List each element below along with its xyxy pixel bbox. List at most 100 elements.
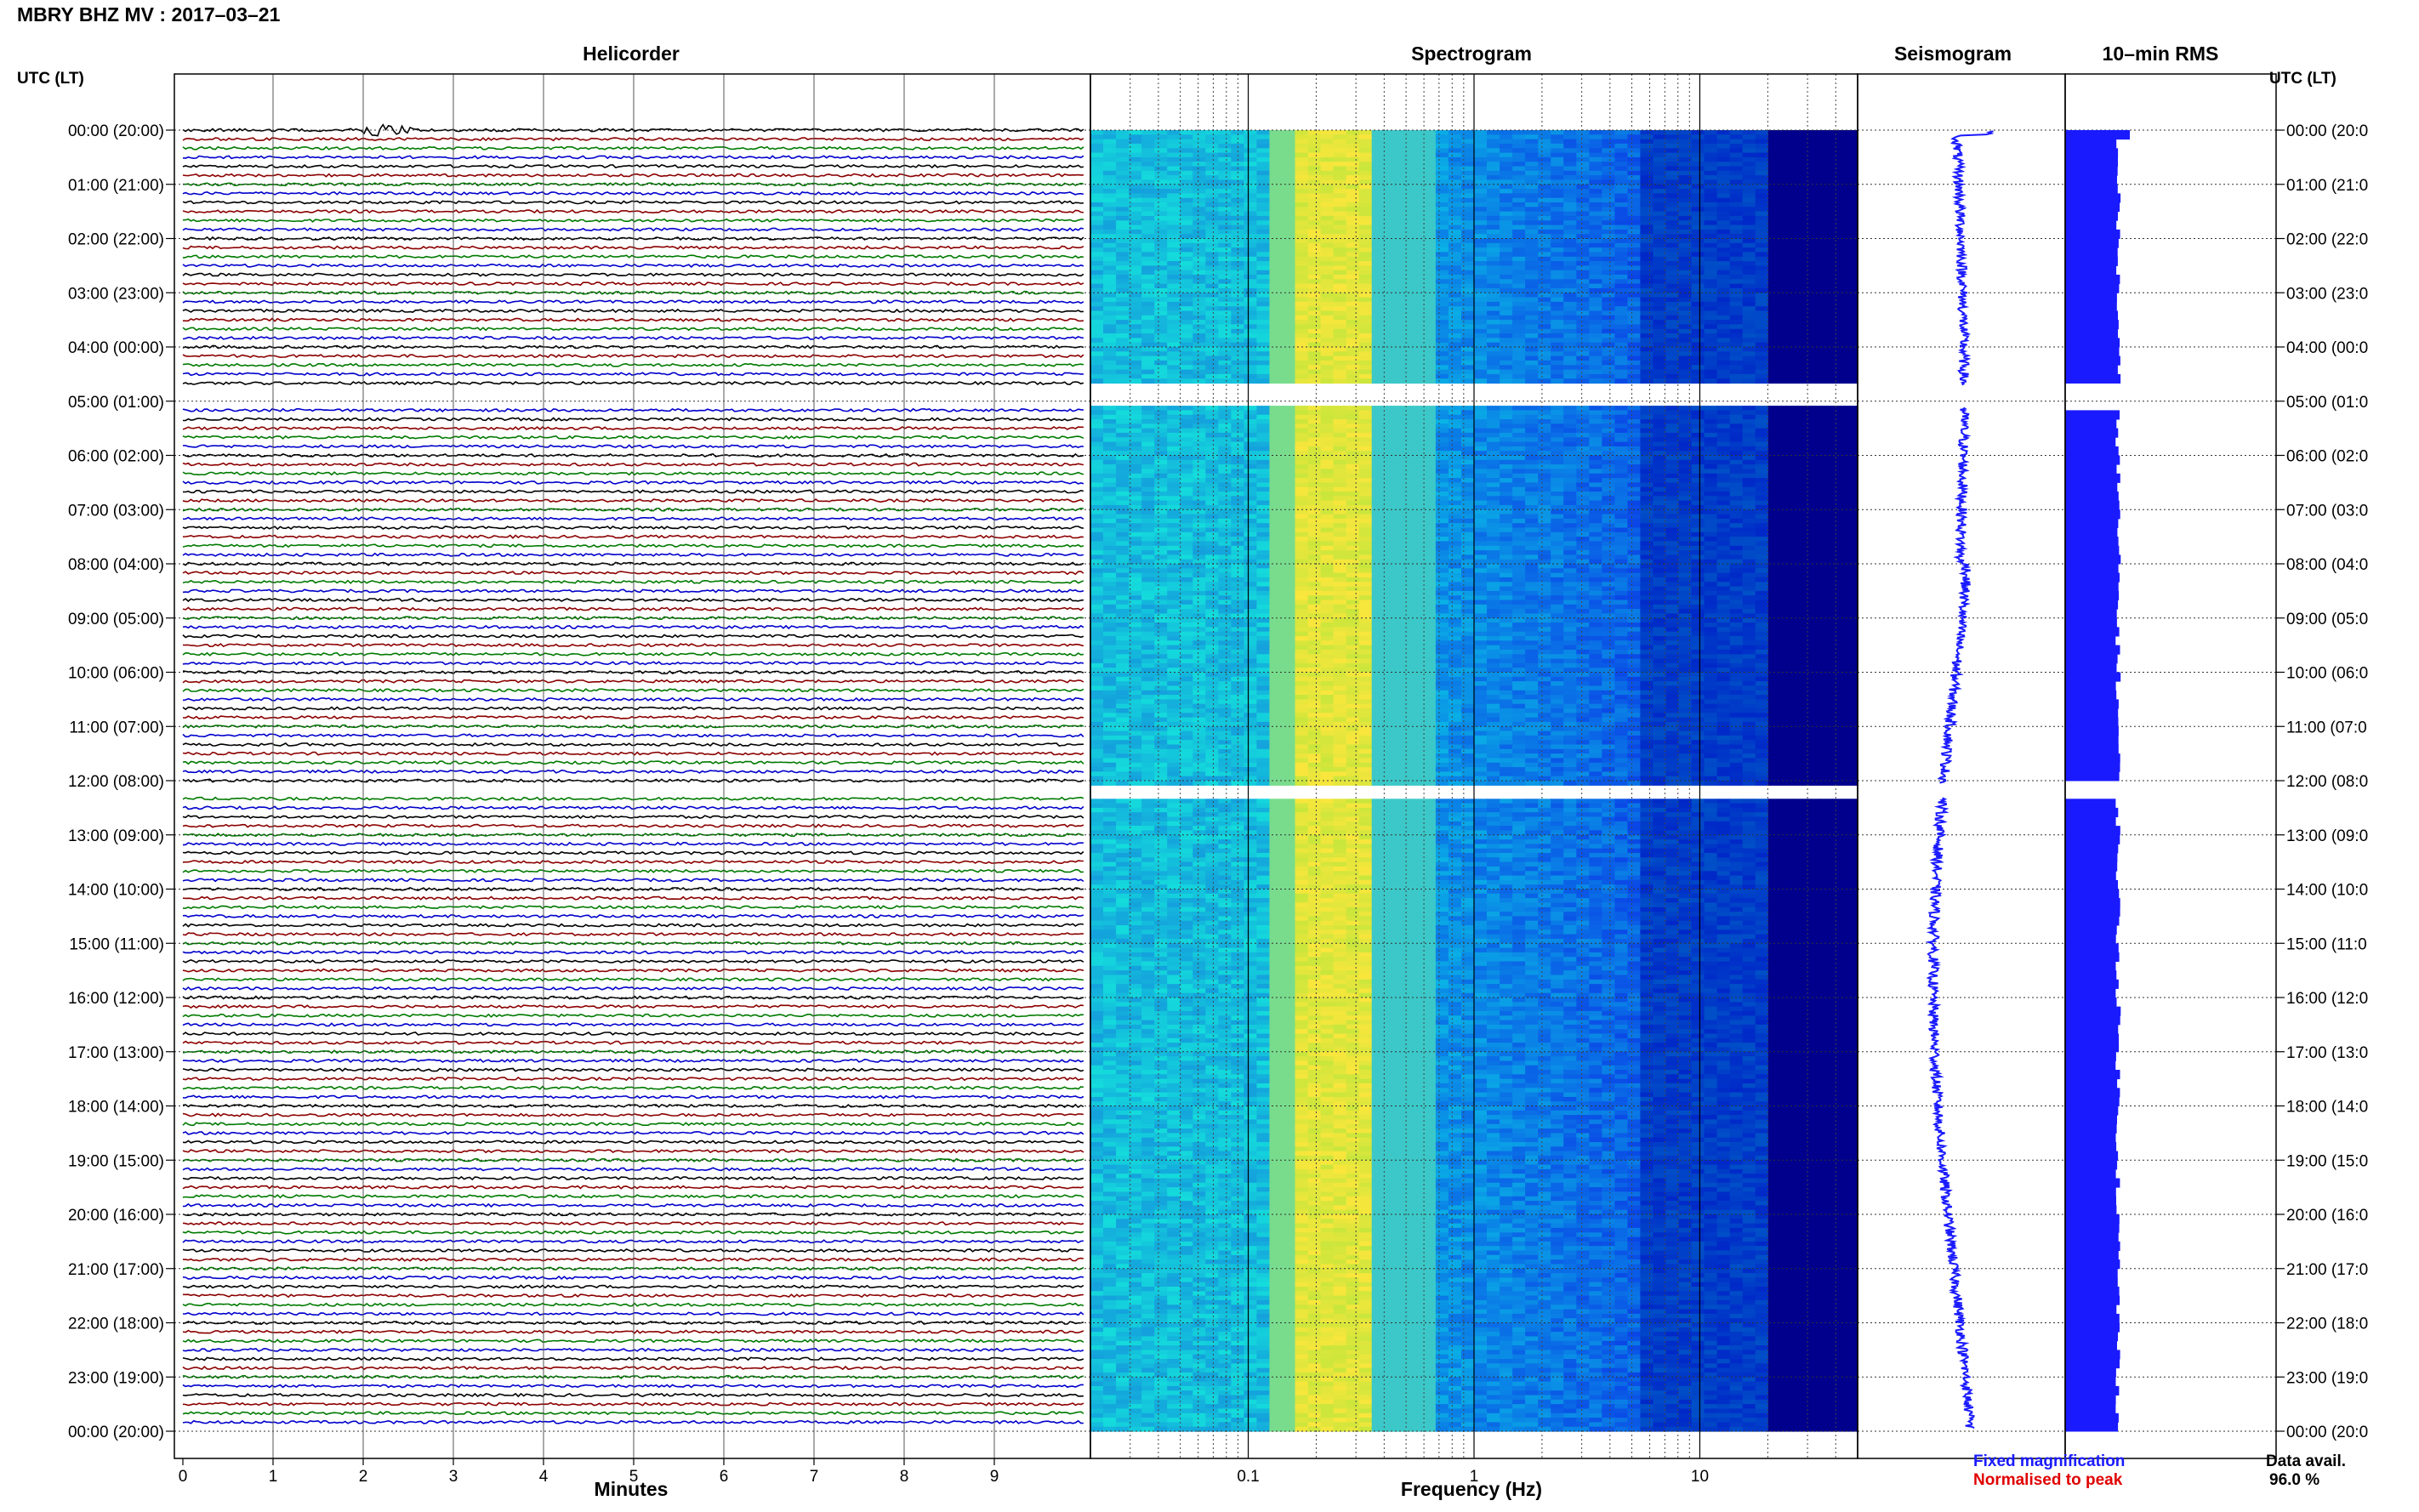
helicorder-trace xyxy=(182,1411,1084,1416)
helicorder-trace xyxy=(182,1356,1084,1361)
helicorder-trace xyxy=(182,1140,1084,1145)
helicorder-trace xyxy=(182,860,1084,865)
helicorder-trace xyxy=(182,380,1084,386)
helicorder-trace xyxy=(182,624,1084,630)
helicorder-trace xyxy=(182,1122,1084,1127)
time-label-right: 11:00 (07:0 xyxy=(2286,719,2367,736)
helicorder-trace xyxy=(182,1275,1084,1280)
helicorder-trace xyxy=(182,471,1084,476)
helicorder-trace xyxy=(182,1175,1084,1181)
time-label-left: 02:00 (22:00) xyxy=(68,231,164,249)
helicorder-trace xyxy=(182,696,1084,702)
helicorder-trace xyxy=(182,1076,1084,1082)
helicorder-trace xyxy=(182,814,1084,820)
helicorder-trace xyxy=(182,733,1084,738)
helicorder-trace xyxy=(182,525,1084,531)
helicorder-trace xyxy=(182,145,1084,151)
helicorder-trace xyxy=(182,571,1084,576)
helicorder-trace xyxy=(182,137,1084,142)
spectrogram-title: Spectrogram xyxy=(1411,43,1532,65)
time-label-left: 14:00 (10:00) xyxy=(68,882,164,900)
time-label-right: 03:00 (23:0 xyxy=(2286,285,2368,303)
time-label-right: 00:00 (20:0 xyxy=(2286,1424,2368,1441)
helicorder-trace xyxy=(182,426,1084,431)
time-label-right: 04:00 (00:0 xyxy=(2286,339,2368,357)
helicorder-trace xyxy=(182,661,1084,666)
helicorder-trace xyxy=(182,516,1084,521)
helicorder-trace xyxy=(182,1112,1084,1117)
time-label-left: 20:00 (16:00) xyxy=(68,1207,164,1225)
minutes-axis-label: Minutes xyxy=(594,1478,669,1500)
helicorder-trace xyxy=(182,588,1084,594)
time-label-right: 16:00 (12:0 xyxy=(2286,990,2368,1008)
helicorder-trace xyxy=(182,1085,1084,1090)
helicorder-trace xyxy=(182,1339,1084,1344)
helicorder-trace xyxy=(182,606,1084,611)
helicorder-trace xyxy=(182,1230,1084,1235)
time-label-left: 18:00 (14:00) xyxy=(68,1099,164,1117)
time-label-right: 14:00 (10:0 xyxy=(2286,882,2368,900)
data-avail-value: 96.0 % xyxy=(2269,1471,2320,1489)
time-label-right: 02:00 (22:0 xyxy=(2286,231,2368,249)
utc-label-right: UTC (LT) xyxy=(2269,70,2336,88)
helicorder-trace xyxy=(182,986,1084,991)
helicorder-trace xyxy=(182,1148,1084,1154)
helicorder-trace xyxy=(182,190,1084,196)
helicorder-trace xyxy=(182,308,1084,314)
helicorder-trace xyxy=(182,769,1084,774)
helicorder-trace xyxy=(182,643,1084,648)
minute-tick-label: 7 xyxy=(810,1468,819,1486)
helicorder-trace xyxy=(182,1384,1084,1389)
helicorder-trace xyxy=(182,1419,1084,1425)
helicorder-trace xyxy=(182,254,1084,259)
frequency-tick-label: 10 xyxy=(1691,1468,1709,1486)
helicorder-trace xyxy=(182,950,1084,955)
minute-tick-label: 8 xyxy=(900,1468,909,1486)
time-label-right: 08:00 (04:0 xyxy=(2286,556,2368,574)
time-label-right: 10:00 (06:0 xyxy=(2286,665,2368,683)
time-label-left: 11:00 (07:00) xyxy=(69,719,164,736)
time-label-right: 18:00 (14:0 xyxy=(2286,1099,2368,1117)
helicorder-trace xyxy=(182,1239,1084,1244)
minute-tick-label: 3 xyxy=(449,1468,458,1486)
time-label-right: 17:00 (13:0 xyxy=(2286,1044,2368,1062)
helicorder-trace xyxy=(182,1221,1084,1226)
helicorder-trace xyxy=(182,218,1084,223)
time-label-left: 06:00 (02:00) xyxy=(68,448,164,466)
time-label-right: 12:00 (08:0 xyxy=(2286,773,2368,791)
helicorder-trace xyxy=(182,1058,1084,1063)
helicorder-title: Helicorder xyxy=(583,43,680,65)
frequency-axis-label: Frequency (Hz) xyxy=(1400,1478,1543,1500)
helicorder-trace xyxy=(183,905,1084,910)
helicorder-trace xyxy=(182,1167,1084,1172)
helicorder-trace xyxy=(182,597,1084,603)
page-title: MBRY BHZ MV : 2017–03–21 xyxy=(17,3,281,26)
helicorder-trace xyxy=(182,462,1084,467)
helicorder-trace xyxy=(182,1094,1084,1100)
time-label-right: 20:00 (16:0 xyxy=(2286,1207,2368,1225)
helicorder-trace xyxy=(182,796,1084,801)
helicorder-trace xyxy=(182,1347,1084,1352)
helicorder-trace xyxy=(182,1022,1084,1027)
time-label-right: 06:00 (02:0 xyxy=(2286,448,2368,466)
helicorder-trace xyxy=(182,1031,1084,1037)
helicorder-trace xyxy=(182,1311,1084,1316)
minute-tick-label: 6 xyxy=(720,1468,729,1486)
time-label-left: 04:00 (00:00) xyxy=(68,339,164,357)
helicorder-trace xyxy=(182,1401,1084,1407)
spectrogram-image xyxy=(1090,130,1858,1432)
time-label-left: 21:00 (17:00) xyxy=(68,1261,164,1279)
helicorder-trace xyxy=(182,651,1084,657)
helicorder-trace xyxy=(182,958,1084,963)
helicorder-trace xyxy=(182,281,1084,287)
minute-gridlines xyxy=(272,74,995,1458)
helicorder-trace xyxy=(182,1040,1084,1045)
helicorder-trace xyxy=(182,1004,1084,1009)
helicorder-trace xyxy=(182,706,1084,711)
time-label-left: 10:00 (06:00) xyxy=(68,665,164,683)
time-label-left: 00:00 (20:00) xyxy=(68,122,164,140)
helicorder-trace xyxy=(182,634,1084,639)
helicorder-trace xyxy=(182,354,1084,359)
helicorder-trace xyxy=(182,534,1084,539)
